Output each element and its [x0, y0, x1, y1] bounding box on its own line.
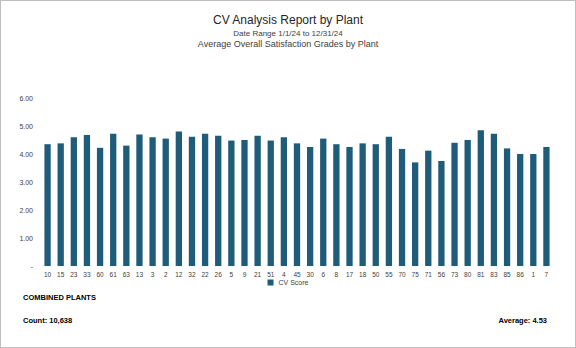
svg-text:23: 23	[70, 271, 78, 278]
svg-text:71: 71	[425, 271, 433, 278]
svg-text:26: 26	[215, 271, 223, 278]
svg-text:45: 45	[293, 271, 301, 278]
svg-text:2: 2	[164, 271, 168, 278]
svg-text:70: 70	[398, 271, 406, 278]
svg-text:85: 85	[503, 271, 511, 278]
svg-text:9: 9	[243, 271, 247, 278]
svg-text:1.00: 1.00	[19, 235, 33, 242]
svg-text:60: 60	[96, 271, 104, 278]
svg-text:50: 50	[372, 271, 380, 278]
svg-text:6: 6	[321, 271, 325, 278]
svg-text:Count: 10,638: Count: 10,638	[23, 316, 72, 325]
svg-text:Average Overall Satisfaction G: Average Overall Satisfaction Grades by P…	[198, 39, 379, 49]
svg-text:32: 32	[188, 271, 196, 278]
svg-text:4.00: 4.00	[19, 151, 33, 158]
svg-text:21: 21	[254, 271, 262, 278]
svg-text:51: 51	[267, 271, 275, 278]
svg-text:10: 10	[44, 271, 52, 278]
svg-text:83: 83	[490, 271, 498, 278]
svg-text:17: 17	[346, 271, 354, 278]
svg-text:4: 4	[282, 271, 286, 278]
svg-text:22: 22	[201, 271, 209, 278]
svg-text:56: 56	[438, 271, 446, 278]
svg-text:5.00: 5.00	[19, 123, 33, 130]
svg-text:33: 33	[83, 271, 91, 278]
svg-text:73: 73	[451, 271, 459, 278]
svg-text:3: 3	[151, 271, 155, 278]
svg-text:55: 55	[385, 271, 393, 278]
svg-text:-: -	[31, 263, 34, 270]
svg-text:CV Analysis Report by Plant: CV Analysis Report by Plant	[213, 13, 364, 27]
svg-text:Average: 4.53: Average: 4.53	[498, 316, 547, 325]
svg-text:30: 30	[307, 271, 315, 278]
svg-text:80: 80	[464, 271, 472, 278]
svg-text:86: 86	[517, 271, 525, 278]
svg-text:7: 7	[545, 271, 549, 278]
svg-text:15: 15	[57, 271, 65, 278]
svg-text:2.00: 2.00	[19, 207, 33, 214]
svg-text:13: 13	[136, 271, 144, 278]
svg-text:5: 5	[230, 271, 234, 278]
svg-text:63: 63	[123, 271, 131, 278]
svg-text:18: 18	[359, 271, 367, 278]
svg-text:Date Range 1/1/24 to 12/31/24: Date Range 1/1/24 to 12/31/24	[233, 29, 343, 38]
svg-text:6.00: 6.00	[19, 95, 33, 102]
svg-text:CV Score: CV Score	[279, 279, 309, 286]
svg-text:12: 12	[175, 271, 183, 278]
svg-text:8: 8	[335, 271, 339, 278]
svg-text:61: 61	[110, 271, 118, 278]
svg-text:3.00: 3.00	[19, 179, 33, 186]
svg-text:81: 81	[477, 271, 485, 278]
svg-text:1: 1	[531, 271, 535, 278]
svg-text:COMBINED PLANTS: COMBINED PLANTS	[23, 293, 96, 302]
svg-text:75: 75	[412, 271, 420, 278]
